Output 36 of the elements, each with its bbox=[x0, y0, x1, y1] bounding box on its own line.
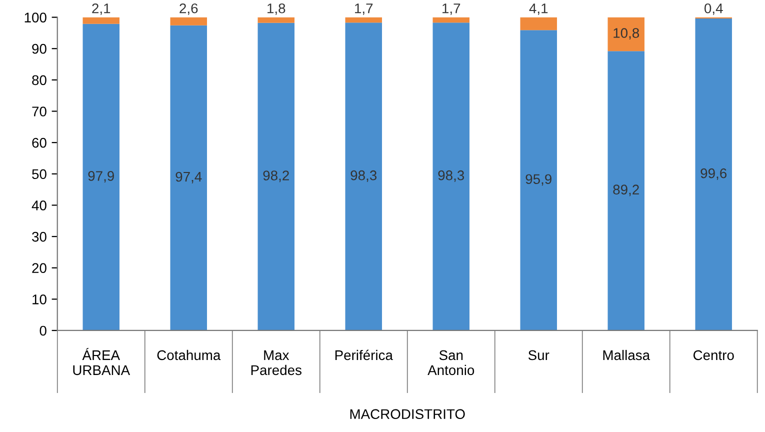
data-label: 98,2 bbox=[263, 170, 289, 182]
y-tick-label: 30 bbox=[32, 232, 46, 242]
x-tick-label: San Antonio bbox=[428, 350, 474, 376]
data-label: 98,3 bbox=[438, 170, 464, 182]
y-tick-label: 100 bbox=[24, 12, 46, 22]
data-label: 1,8 bbox=[268, 3, 286, 15]
data-label: 2,6 bbox=[180, 3, 198, 15]
data-label: 97,4 bbox=[176, 172, 202, 184]
data-label: 99,6 bbox=[700, 168, 727, 180]
x-tick-label: Periférica bbox=[335, 350, 393, 360]
data-label: 4,1 bbox=[529, 4, 548, 15]
y-tick-label: 20 bbox=[32, 263, 46, 274]
x-tick-label: Sur bbox=[528, 350, 550, 360]
data-label: 0,4 bbox=[704, 3, 723, 15]
y-tick-label: 50 bbox=[32, 169, 46, 180]
data-label: 95,9 bbox=[526, 174, 552, 186]
x-tick-label: Mallasa bbox=[603, 350, 650, 360]
y-tick-label: 70 bbox=[32, 106, 46, 116]
y-tick-label: 40 bbox=[32, 200, 46, 210]
x-tick-label: Max Paredes bbox=[251, 350, 302, 376]
y-tick-label: 60 bbox=[32, 138, 46, 148]
y-tick-label: 90 bbox=[32, 44, 46, 54]
data-label: 97,9 bbox=[88, 171, 114, 183]
x-tick-label: ÁREA URBANA bbox=[73, 348, 130, 376]
data-label: 98,3 bbox=[350, 170, 377, 182]
x-axis-title: MACRODISTRITO bbox=[350, 409, 465, 420]
data-label: 89,2 bbox=[613, 184, 639, 196]
data-label: 2,1 bbox=[92, 3, 110, 15]
y-tick-label: 80 bbox=[32, 75, 46, 86]
data-label: 1,7 bbox=[442, 4, 460, 15]
x-tick-label: Cotahuma bbox=[157, 350, 221, 360]
y-tick-label: 0 bbox=[40, 326, 46, 336]
x-tick-label: Centro bbox=[693, 350, 734, 360]
data-label: 10,8 bbox=[614, 28, 640, 40]
data-label: 1,7 bbox=[355, 4, 373, 15]
y-tick-label: 10 bbox=[32, 294, 46, 304]
